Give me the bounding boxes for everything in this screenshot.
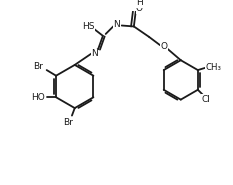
Text: HO: HO (31, 93, 45, 102)
Text: HS: HS (82, 22, 94, 31)
Text: N: N (91, 49, 98, 58)
Text: O: O (136, 4, 143, 13)
Text: Br: Br (63, 118, 73, 127)
Text: N: N (114, 20, 120, 29)
Text: CH₃: CH₃ (206, 63, 222, 72)
Text: Br: Br (33, 62, 43, 71)
Text: H: H (136, 0, 143, 7)
Text: Cl: Cl (202, 95, 211, 104)
Text: O: O (160, 42, 167, 51)
